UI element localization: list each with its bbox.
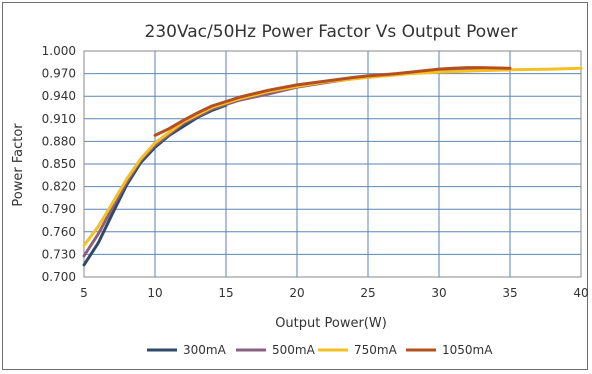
x-axis-label: Output Power(W) — [275, 316, 387, 331]
grid — [83, 50, 582, 278]
legend-item-750mA: 750mA — [318, 343, 398, 357]
y-tick-label: 0.820 — [42, 180, 76, 194]
y-tick-label: 0.910 — [42, 112, 76, 126]
legend-item-500mA: 500mA — [236, 343, 316, 357]
x-tick-label: 10 — [147, 286, 162, 300]
legend-label: 500mA — [272, 343, 316, 357]
y-tick-label: 0.970 — [42, 67, 76, 81]
legend-label: 300mA — [183, 343, 227, 357]
x-tick-label: 20 — [289, 286, 304, 300]
x-tick-label: 40 — [573, 286, 588, 300]
y-tick-label: 0.880 — [42, 134, 76, 148]
y-tick-label: 0.760 — [42, 225, 76, 239]
y-tick-label: 0.730 — [42, 247, 76, 261]
plot-border — [83, 50, 582, 278]
legend-item-1050mA: 1050mA — [406, 343, 493, 357]
y-axis-label: Power Factor — [11, 123, 26, 207]
x-axis-ticks: 5 10 15 20 25 30 35 40 — [80, 286, 588, 300]
legend: 300mA 500mA 750mA 1050mA — [147, 343, 493, 357]
series-line-750mA — [82, 66, 583, 247]
series-line-1050mA — [153, 66, 512, 137]
legend-label: 750mA — [354, 343, 398, 357]
y-tick-label: 0.700 — [42, 270, 76, 284]
legend-label: 1050mA — [442, 343, 493, 357]
series-lines — [82, 66, 583, 267]
chart-frame — [2, 2, 588, 370]
x-tick-label: 15 — [218, 286, 233, 300]
legend-item-300mA: 300mA — [147, 343, 227, 357]
x-tick-label: 5 — [80, 286, 88, 300]
y-tick-label: 0.790 — [42, 202, 76, 216]
x-tick-label: 35 — [502, 286, 517, 300]
y-tick-label: 0.940 — [42, 89, 76, 103]
chart-title: 230Vac/50Hz Power Factor Vs Output Power — [145, 22, 518, 42]
y-axis-ticks: 1.000 0.970 0.940 0.910 0.880 0.850 0.820 0.790… — [42, 44, 76, 284]
x-tick-label: 25 — [360, 286, 375, 300]
x-tick-label: 30 — [431, 286, 446, 300]
y-tick-label: 0.850 — [42, 157, 76, 171]
y-tick-label: 1.000 — [42, 44, 76, 58]
